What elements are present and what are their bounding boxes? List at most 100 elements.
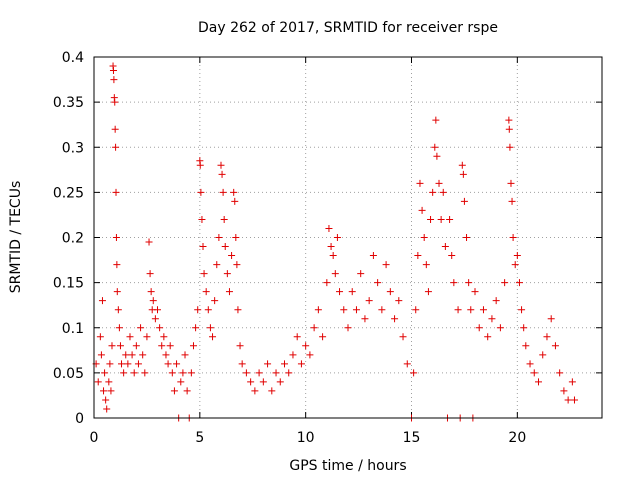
data-point [139,351,147,359]
data-point [513,252,521,260]
data-point [479,306,487,314]
data-point [515,279,523,287]
data-point [154,306,161,314]
data-point [189,342,197,350]
data-point [113,288,121,296]
data-point [365,297,373,305]
data-point [238,360,246,368]
data-point [374,279,382,287]
data-point [329,252,337,260]
y-tick-label: 0.25 [53,185,84,201]
data-point [433,152,441,160]
data-point [132,342,140,350]
data-point [414,252,422,260]
data-point [134,360,142,368]
data-point [118,360,126,368]
data-point [403,360,411,368]
data-point [181,351,189,359]
data-point [204,306,212,314]
data-point [130,369,138,377]
data-point [143,333,151,341]
data-point [422,261,430,269]
data-point [234,306,242,314]
data-point [103,405,111,413]
x-tick-label: 20 [508,430,526,446]
data-point [109,67,117,75]
data-point [97,351,105,359]
data-point [465,279,473,287]
data-point [164,360,172,368]
data-point [331,270,339,278]
data-point [173,360,181,368]
data-point [137,324,145,332]
data-point [293,333,301,341]
data-point [112,143,120,151]
data-point [439,188,447,196]
y-tick-label: 0.05 [53,366,84,382]
data-point [543,333,551,341]
data-point [111,125,119,133]
data-point [112,234,120,241]
y-axis-label: SRMTID / TECUs [8,181,24,294]
data-point [460,197,468,205]
data-point [116,342,124,350]
data-point [340,306,348,314]
data-point [395,297,403,305]
data-point [145,238,153,246]
data-point [112,188,120,196]
data-point [230,188,238,196]
data-point [194,306,202,314]
data-point [475,324,483,332]
data-point [213,261,221,269]
tick-layer: 0 0.05 0.1 0.15 0.2 0.25 0.3 0.35 0.4 0 5 10 15 20 [53,50,602,446]
data-point [242,369,250,377]
data-point [255,369,263,377]
data-point [450,279,458,287]
data-point [236,342,244,350]
data-point [199,243,207,251]
y-tick-label: 0.35 [53,95,84,111]
data-point [410,369,418,377]
data-point [156,324,164,332]
grid-layer [94,57,602,418]
data-point [162,351,170,359]
x-tick-label: 0 [90,430,99,446]
data-point [378,306,386,314]
data-point [467,306,475,314]
data-point [556,369,564,377]
data-point [94,378,102,386]
data-point [281,360,288,368]
data-point [382,261,390,269]
data-point [192,324,200,332]
data-point [285,369,293,377]
x-tick-label: 10 [297,430,315,446]
data-point [128,351,136,359]
data-point [187,369,195,377]
data-point [96,333,104,341]
data-point [520,324,528,332]
data-point [459,170,467,178]
data-point [361,315,369,323]
data-point [219,188,227,196]
data-point [427,215,435,223]
data-point [539,351,547,359]
data-point [471,288,479,296]
data-point [218,170,226,178]
data-point [420,234,428,241]
data-point [166,342,174,350]
data-point [484,333,492,341]
data-point [522,342,530,350]
data-point [113,261,121,269]
data-point [170,387,178,395]
data-point [217,161,225,169]
data-point [551,342,559,350]
data-point [530,369,538,377]
data-point [463,234,471,241]
data-point [319,333,327,341]
data-point [323,279,331,287]
data-point [115,324,123,332]
data-point [369,252,377,260]
data-point [424,288,432,296]
data-point [259,378,267,386]
data-point [505,116,513,124]
